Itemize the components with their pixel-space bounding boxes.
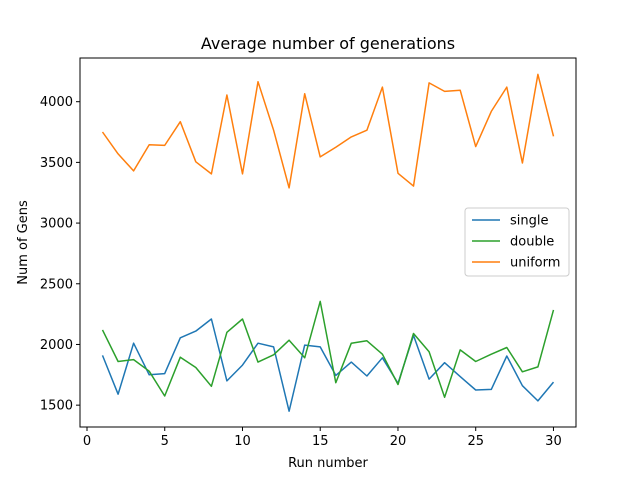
- plot-area: [101, 73, 555, 412]
- series-line-single: [101, 318, 555, 412]
- y-tick-label: 3500: [40, 156, 73, 171]
- x-tick-label: 20: [390, 434, 407, 449]
- y-axis: 1500 2000 2500 3000 3500 4000: [40, 95, 80, 414]
- y-tick-label: 1500: [40, 399, 73, 414]
- x-tick-label: 15: [312, 434, 329, 449]
- y-tick-label: 2000: [40, 338, 73, 353]
- legend-label-single: single: [510, 214, 549, 229]
- x-axis: 0 5 10 15 20 25 30: [83, 427, 562, 449]
- y-axis-label: Num of Gens: [16, 200, 31, 285]
- plot-frame: [79, 57, 577, 428]
- series-line-uniform: [101, 73, 555, 189]
- legend-box: [464, 207, 570, 277]
- x-tick-label: 10: [234, 434, 251, 449]
- legend: single double uniform: [464, 207, 570, 277]
- legend-label-uniform: uniform: [510, 256, 560, 271]
- y-tick-label: 2500: [40, 277, 73, 292]
- series-line-double: [101, 300, 555, 399]
- x-tick-label: 0: [83, 434, 91, 449]
- x-axis-label: Run number: [288, 456, 368, 471]
- x-tick-label: 30: [545, 434, 562, 449]
- x-tick-label: 25: [467, 434, 484, 449]
- legend-label-double: double: [510, 235, 554, 250]
- y-tick-label: 3000: [40, 217, 73, 232]
- chart-title: Average number of generations: [201, 34, 455, 53]
- x-tick-label: 5: [161, 434, 169, 449]
- y-tick-label: 4000: [40, 95, 73, 110]
